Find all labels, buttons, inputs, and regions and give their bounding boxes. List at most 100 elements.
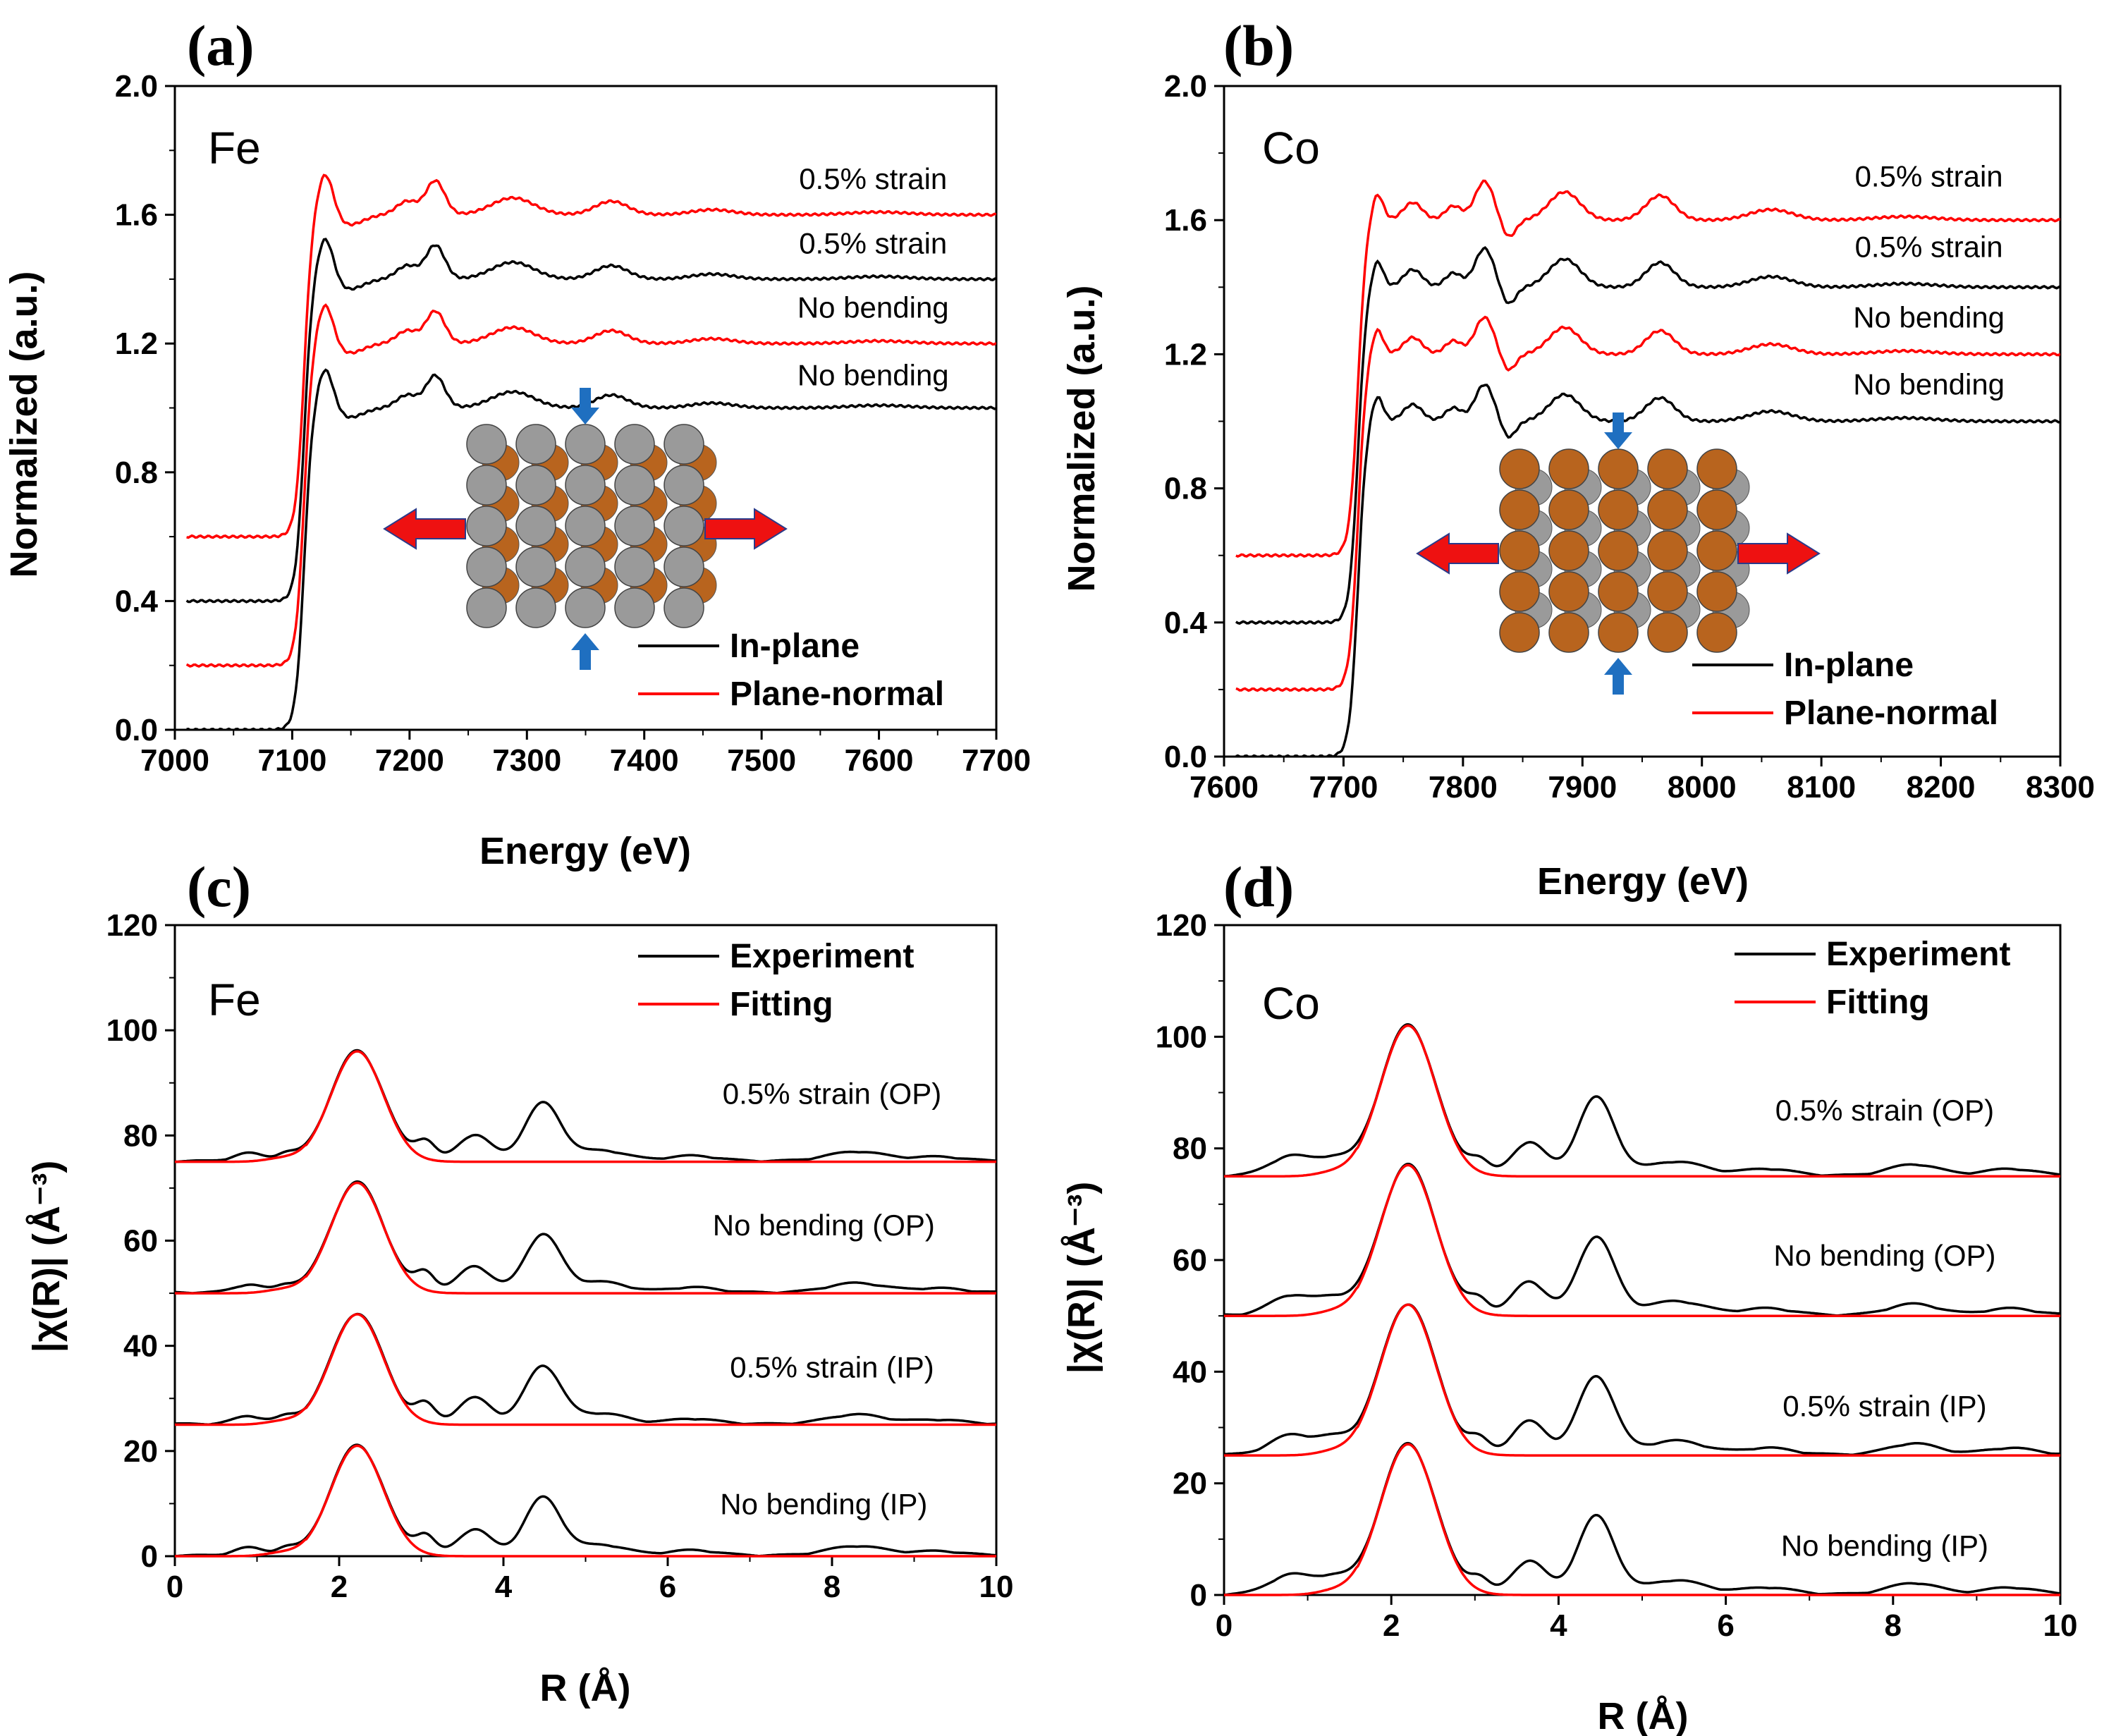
x-axis-title: R (Å) bbox=[540, 1667, 631, 1709]
atom bbox=[1696, 571, 1737, 612]
atom bbox=[1647, 612, 1688, 653]
fitting-curve bbox=[175, 1050, 996, 1163]
atom bbox=[663, 465, 704, 506]
y-tick-label: 100 bbox=[106, 1013, 158, 1048]
xanes-curve bbox=[1235, 315, 2060, 692]
y-axis-title: |χ(R)| (Å⁻³) bbox=[1060, 1182, 1103, 1374]
legend-label: Experiment bbox=[730, 938, 914, 975]
x-tick-label: 7600 bbox=[1190, 770, 1259, 805]
atom bbox=[1598, 612, 1639, 653]
atom bbox=[565, 587, 606, 628]
xanes-curve bbox=[1235, 384, 2060, 757]
compression-arrow-top bbox=[571, 388, 599, 424]
y-tick-label: 60 bbox=[1173, 1243, 1207, 1278]
atom bbox=[1647, 530, 1688, 571]
x-tick-label: 7500 bbox=[727, 743, 796, 778]
element-label: Fe bbox=[208, 123, 261, 173]
compression-arrow-bottom bbox=[571, 633, 599, 670]
y-tick-label: 1.2 bbox=[1164, 337, 1207, 372]
xanes-curve bbox=[1235, 179, 2060, 558]
atom bbox=[466, 465, 507, 506]
atom bbox=[565, 546, 606, 587]
atom bbox=[565, 465, 606, 506]
x-tick-label: 8300 bbox=[2026, 770, 2095, 805]
atom bbox=[466, 424, 507, 465]
y-tick-label: 20 bbox=[1173, 1467, 1207, 1501]
atom bbox=[1696, 612, 1737, 653]
x-tick-label: 7700 bbox=[1309, 770, 1378, 805]
atom bbox=[614, 424, 655, 465]
y-tick-label: 1.2 bbox=[115, 326, 158, 361]
legend-label: Plane-normal bbox=[730, 676, 944, 713]
y-tick-label: 20 bbox=[123, 1434, 158, 1469]
atom bbox=[1598, 448, 1639, 489]
atom bbox=[565, 506, 606, 546]
tension-arrow-right bbox=[1737, 532, 1821, 575]
panel-label: (a) bbox=[187, 13, 255, 78]
curve-label: 0.5% strain bbox=[799, 226, 947, 259]
atom bbox=[1548, 530, 1589, 571]
tension-arrow-right bbox=[704, 508, 788, 550]
y-tick-label: 100 bbox=[1156, 1020, 1207, 1054]
atom bbox=[466, 546, 507, 587]
curve-label: 0.5% strain (IP) bbox=[1782, 1390, 1986, 1423]
legend-label: Plane-normal bbox=[1784, 695, 1998, 732]
xanes-curve bbox=[1235, 245, 2060, 625]
x-tick-label: 8000 bbox=[1668, 770, 1737, 805]
curve-label: No bending (OP) bbox=[1773, 1239, 1995, 1272]
fitting-curve bbox=[1224, 1303, 2060, 1457]
fitting-curve bbox=[175, 1313, 996, 1426]
tension-arrow-left bbox=[383, 508, 466, 550]
y-tick-label: 0.8 bbox=[115, 456, 158, 490]
x-tick-label: 8100 bbox=[1787, 770, 1856, 805]
x-axis-title: Energy (eV) bbox=[479, 830, 691, 872]
y-axis-title: Normalized (a.u.) bbox=[3, 271, 45, 577]
y-tick-label: 120 bbox=[106, 908, 158, 943]
x-tick-label: 7100 bbox=[257, 743, 326, 778]
legend-label: In-plane bbox=[1784, 647, 1914, 684]
atom bbox=[466, 587, 507, 628]
x-tick-label: 0 bbox=[166, 1570, 183, 1604]
lattice-inset bbox=[383, 388, 788, 670]
atom bbox=[1647, 571, 1688, 612]
atom bbox=[1696, 448, 1737, 489]
atom bbox=[515, 506, 556, 546]
y-tick-label: 0 bbox=[1190, 1578, 1207, 1613]
atom bbox=[1696, 530, 1737, 571]
atom bbox=[663, 546, 704, 587]
x-tick-label: 7700 bbox=[962, 743, 1031, 778]
x-tick-label: 7800 bbox=[1429, 770, 1498, 805]
y-tick-label: 80 bbox=[1173, 1132, 1207, 1166]
curve-label: 0.5% strain bbox=[1855, 160, 2003, 193]
atom bbox=[1647, 448, 1688, 489]
xanes-curve bbox=[185, 303, 996, 668]
x-tick-label: 2 bbox=[1383, 1608, 1400, 1643]
x-tick-label: 8200 bbox=[1907, 770, 1976, 805]
curve-label: No bending bbox=[1853, 367, 2005, 401]
fitting-curve bbox=[175, 1444, 996, 1558]
y-tick-label: 40 bbox=[123, 1329, 158, 1364]
atom bbox=[1548, 612, 1589, 653]
atom bbox=[515, 546, 556, 587]
y-tick-label: 2.0 bbox=[1164, 69, 1207, 104]
atom bbox=[663, 506, 704, 546]
panel-label: (b) bbox=[1223, 13, 1294, 78]
atom bbox=[1499, 530, 1540, 571]
y-tick-label: 60 bbox=[123, 1224, 158, 1259]
legend-label: Experiment bbox=[1826, 936, 2010, 973]
compression-arrow-top bbox=[1604, 412, 1632, 449]
fitting-curve bbox=[1224, 1443, 2060, 1596]
atom bbox=[515, 587, 556, 628]
x-axis-title: R (Å) bbox=[1598, 1695, 1689, 1736]
curve-label: 0.5% strain (OP) bbox=[723, 1077, 941, 1111]
x-tick-label: 0 bbox=[1216, 1608, 1233, 1643]
x-tick-label: 7300 bbox=[492, 743, 561, 778]
atom bbox=[1499, 489, 1540, 530]
x-tick-label: 7600 bbox=[845, 743, 914, 778]
curve-label: 0.5% strain (IP) bbox=[730, 1350, 934, 1383]
panel-label: (d) bbox=[1223, 855, 1294, 919]
xanes-curve bbox=[186, 173, 996, 539]
lattice-inset bbox=[1416, 412, 1821, 695]
curve-label: No bending bbox=[1853, 300, 2005, 334]
